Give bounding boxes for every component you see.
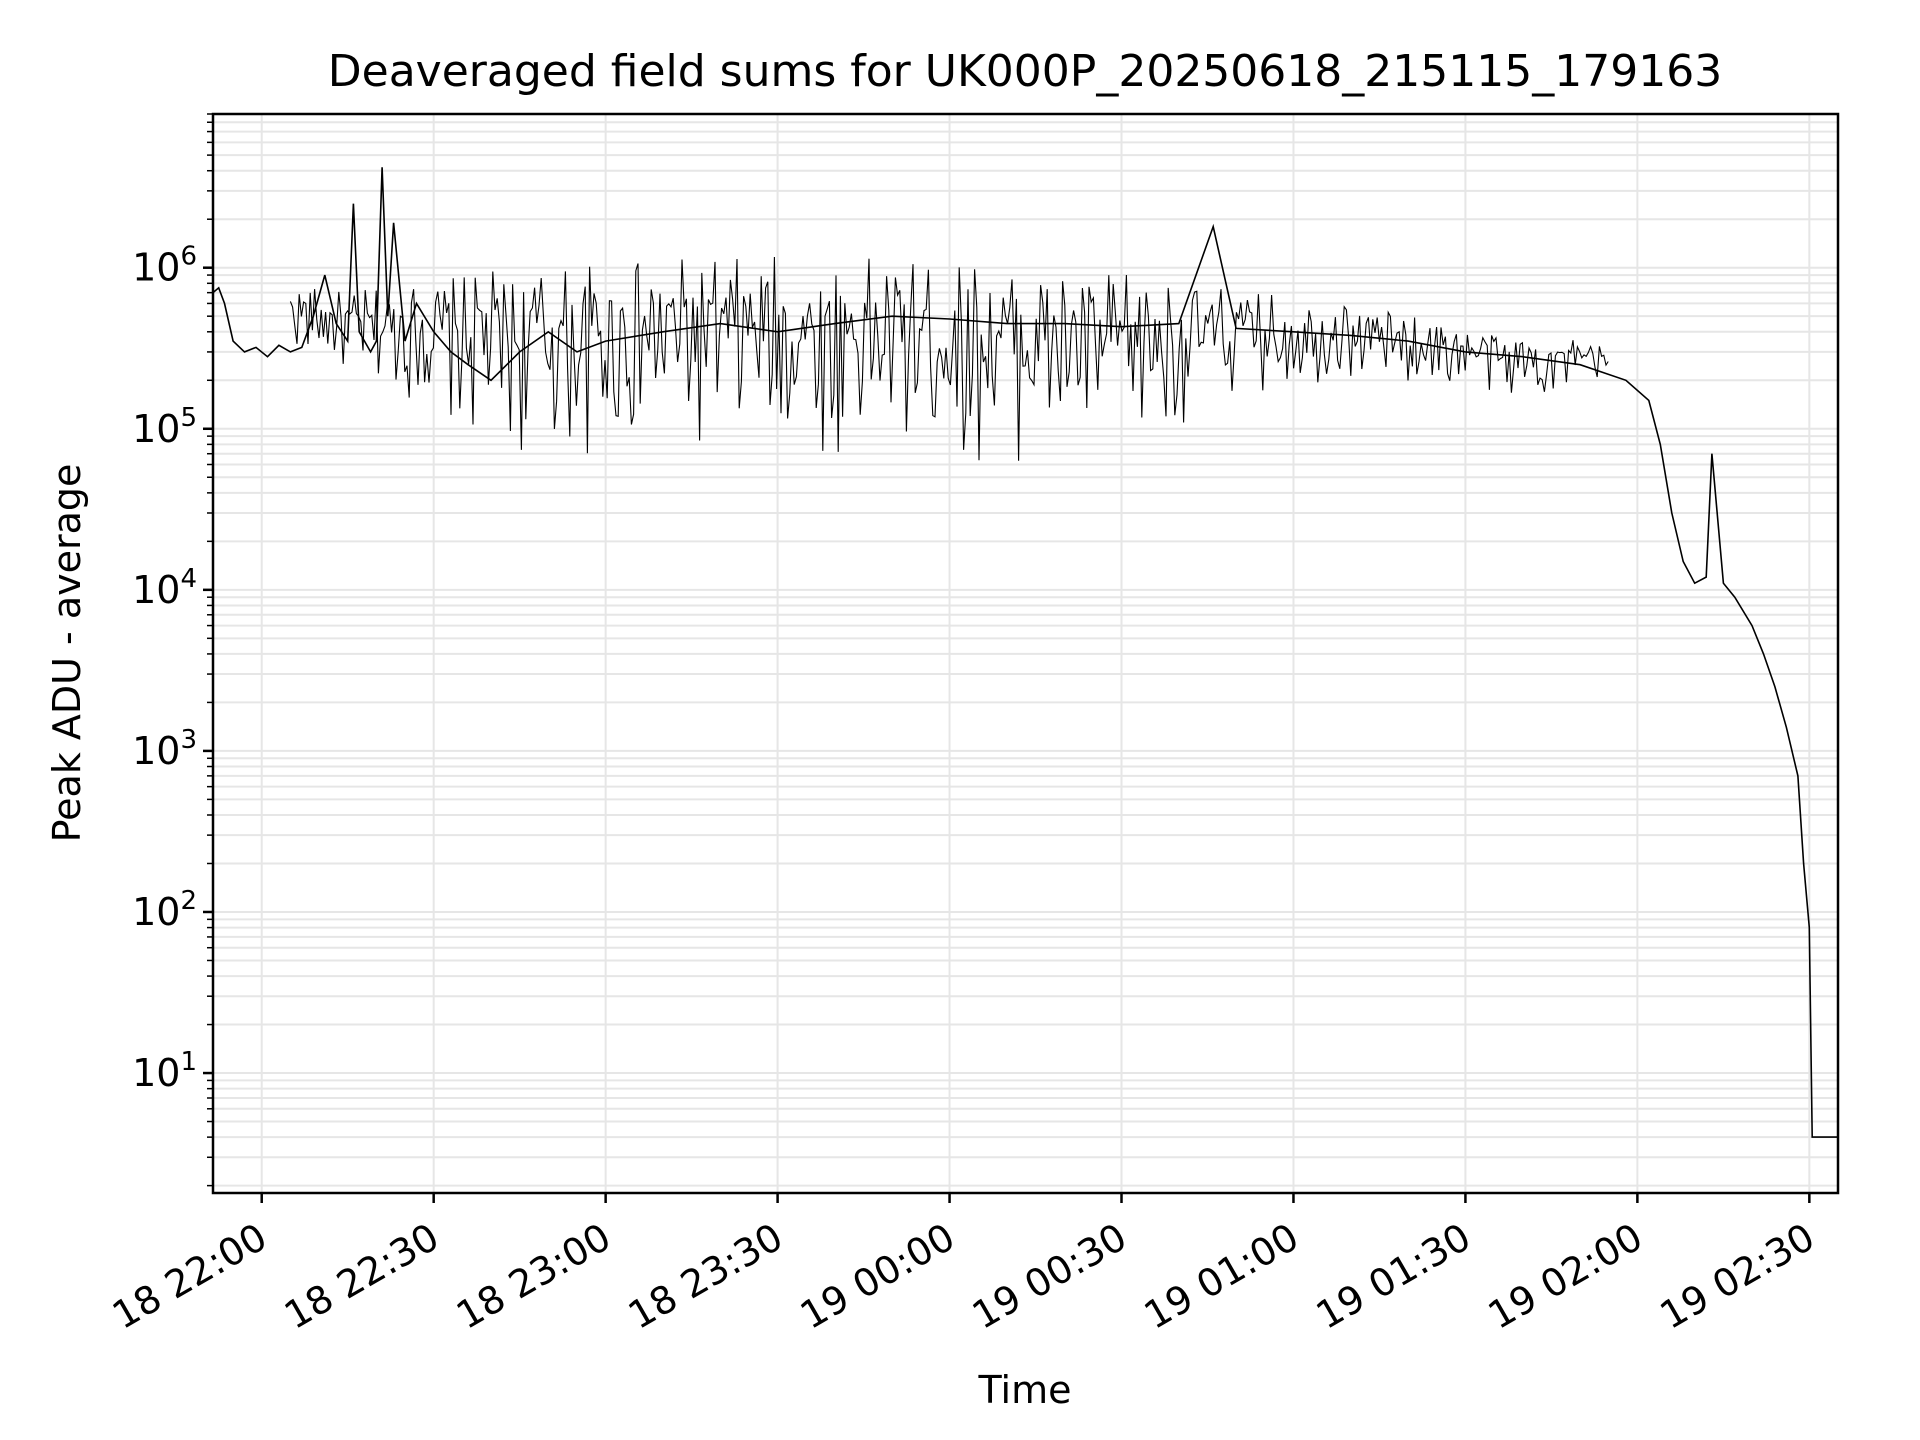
y-tick-label-exponent: 3 xyxy=(180,725,197,755)
y-tick-label-base: 10 xyxy=(132,729,180,773)
data-line xyxy=(212,167,1838,1138)
grid xyxy=(213,113,1838,1193)
y-tick-label-exponent: 6 xyxy=(180,242,197,272)
x-axis-label: Time xyxy=(978,1368,1072,1412)
y-tick-label-exponent: 5 xyxy=(180,403,197,433)
y-tick-label: 102 xyxy=(132,886,197,934)
y-tick-label-base: 10 xyxy=(132,568,180,612)
y-tick-label-exponent: 2 xyxy=(180,886,197,916)
chart-title: Deaveraged field sums for UK000P_2025061… xyxy=(328,46,1722,97)
y-tick-label: 103 xyxy=(132,725,197,773)
y-tick-label-base: 10 xyxy=(132,246,180,290)
y-tick-label-exponent: 4 xyxy=(180,564,197,594)
y-tick-label-base: 10 xyxy=(132,407,180,451)
y-tick-label: 104 xyxy=(132,564,197,612)
y-tick-label: 105 xyxy=(132,403,197,451)
y-tick-label-exponent: 1 xyxy=(180,1047,197,1077)
y-tick-label: 101 xyxy=(132,1047,197,1095)
data-line-noise xyxy=(289,256,1609,461)
y-tick-label: 106 xyxy=(132,242,197,290)
y-tick-label-base: 10 xyxy=(132,1051,180,1095)
y-tick-label-base: 10 xyxy=(132,890,180,934)
y-axis-label: Peak ADU - average xyxy=(45,464,89,843)
plot-series xyxy=(212,167,1838,1138)
